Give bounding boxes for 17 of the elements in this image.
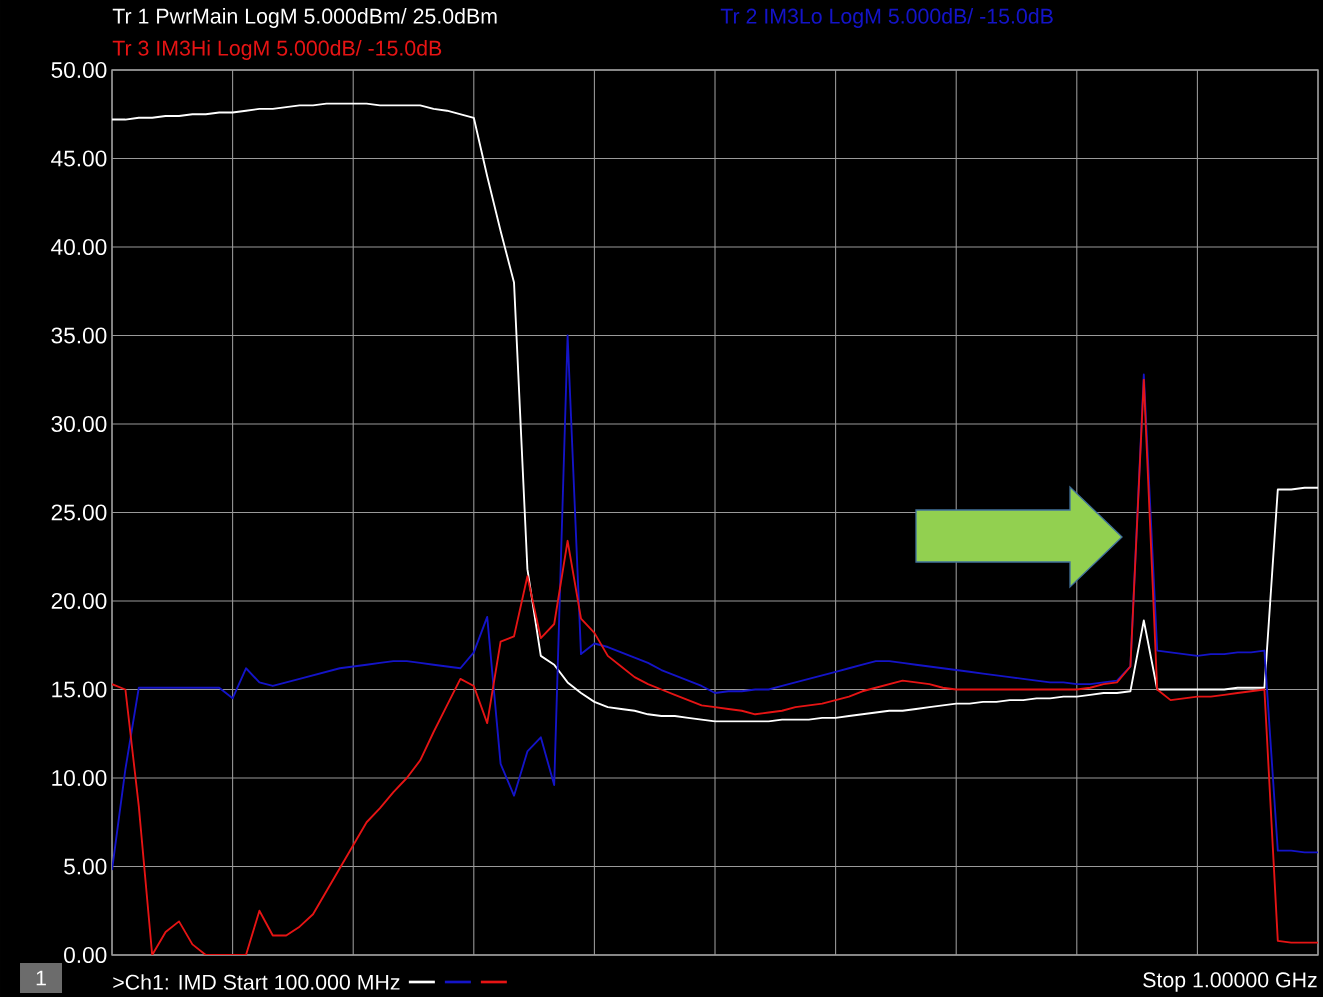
text: Tr 2 IM3Lo LogM 5.000dB/ -15.0dB — [720, 8, 1053, 28]
text: >Ch1: IMD Start 100.000 MHz — [113, 974, 400, 990]
y-tick-label: 20.00 — [51, 592, 107, 610]
y-tick-label: 25.00 — [51, 504, 107, 521]
y-tick-label: 10.00 — [52, 769, 107, 787]
text: Tr 1 PwrMain LogM 5.000dBm/ 25.0dBm — [112, 8, 497, 28]
y-tick-label: 50.00 — [51, 61, 107, 79]
y-tick-label: 0.00 — [64, 946, 107, 964]
y-tick-label: 45.00 — [51, 150, 107, 167]
y-tick-label: 15.00 — [52, 681, 107, 698]
text: Stop 1.00000 GHz — [1143, 972, 1317, 992]
text: 1 — [36, 970, 46, 986]
text: Tr 3 IM3Hi LogM 5.000dB/ -15.0dB — [112, 40, 442, 60]
y-tick-label: 35.00 — [51, 327, 107, 344]
y-tick-label: 40.00 — [51, 238, 107, 256]
y-tick-label: 5.00 — [64, 858, 107, 875]
y-tick-label: 30.00 — [51, 415, 107, 433]
